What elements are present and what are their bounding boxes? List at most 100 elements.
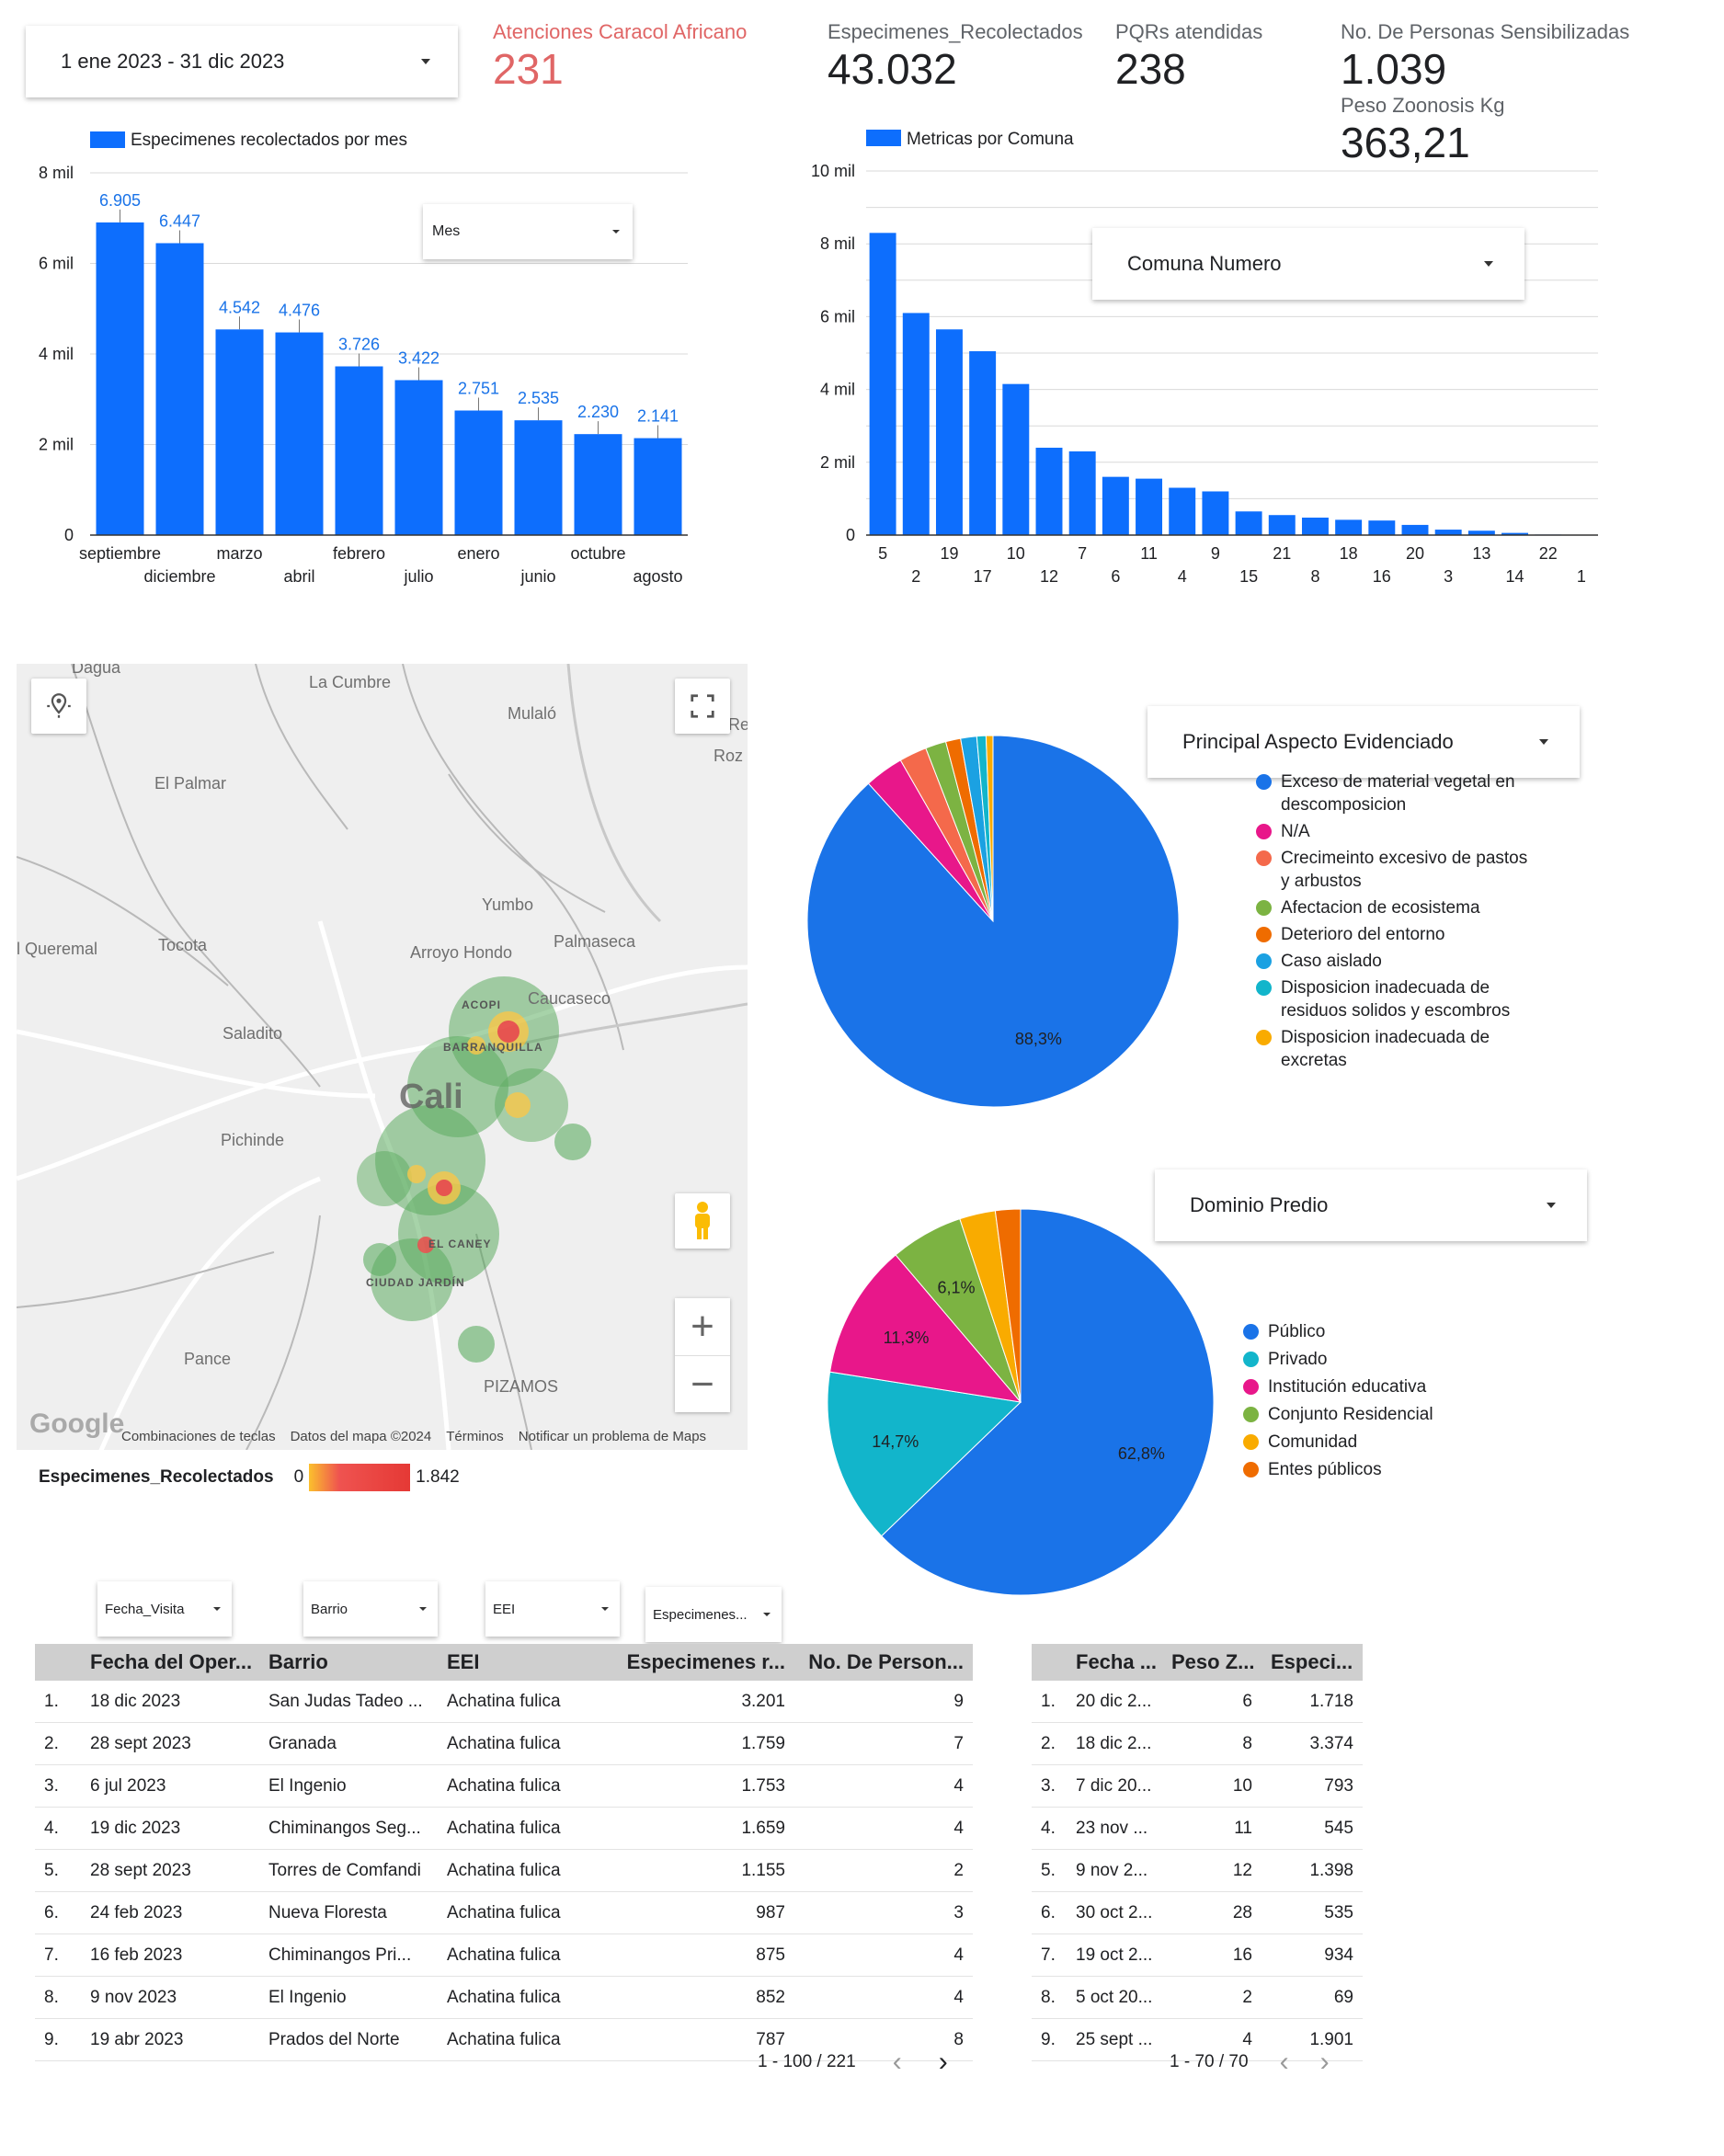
- table-row[interactable]: 8. 5 oct 20... 2 69: [1032, 1976, 1363, 2019]
- bar[interactable]: [1035, 447, 1063, 535]
- table-cell: San Judas Tadeo ...: [259, 1681, 438, 1723]
- table-row[interactable]: 9. 25 sept ... 4 1.901: [1032, 2018, 1363, 2061]
- zoom-out-button[interactable]: −: [691, 1361, 714, 1407]
- heatmap-map[interactable]: Dagua La Cumbre Mulaló El Palmar Yumbo P…: [17, 664, 748, 1450]
- bar[interactable]: [1268, 515, 1296, 535]
- legend-item[interactable]: Crecimeinto excesivo de pastos y arbusto…: [1256, 847, 1532, 893]
- column-header[interactable]: Barrio: [259, 1644, 438, 1681]
- table-row[interactable]: 6. 30 oct 2... 28 535: [1032, 1891, 1363, 1934]
- bar[interactable]: [1102, 476, 1129, 535]
- column-header[interactable]: Especimenes r...: [616, 1644, 794, 1681]
- pie-slice[interactable]: [829, 1254, 1022, 1403]
- next-page-icon[interactable]: ›: [938, 2047, 948, 2077]
- column-header[interactable]: Fecha del Oper...: [81, 1644, 259, 1681]
- bar[interactable]: [1202, 491, 1229, 535]
- kpi-value: 231: [493, 45, 564, 93]
- legend-item[interactable]: Caso aislado: [1256, 950, 1532, 973]
- next-page-icon[interactable]: ›: [1319, 2047, 1330, 2077]
- pie-slice[interactable]: [881, 1208, 1215, 1596]
- pie-slice[interactable]: [985, 735, 994, 922]
- table-row[interactable]: 6. 24 feb 2023 Nueva Floresta Achatina fuli…: [35, 1891, 973, 1934]
- zoom-in-button[interactable]: +: [675, 1298, 730, 1356]
- table-row[interactable]: 3. 6 jul 2023 El Ingenio Achatina fulica 1.7…: [35, 1764, 973, 1808]
- bar[interactable]: [335, 366, 383, 535]
- fullscreen-button[interactable]: [675, 679, 730, 734]
- bar[interactable]: [1136, 478, 1163, 535]
- bar[interactable]: [275, 332, 324, 535]
- bar[interactable]: [96, 222, 144, 535]
- bar[interactable]: [215, 329, 264, 535]
- legend-item[interactable]: Conjunto Residencial: [1243, 1403, 1433, 1426]
- bar[interactable]: [1501, 532, 1529, 535]
- terms-link[interactable]: Términos: [446, 1429, 504, 1444]
- bar[interactable]: [514, 420, 563, 535]
- column-header[interactable]: EEI: [438, 1644, 616, 1681]
- bar[interactable]: [1434, 530, 1462, 535]
- legend-item[interactable]: Deterioro del entorno: [1256, 923, 1532, 946]
- column-header[interactable]: Especi...: [1262, 1644, 1363, 1681]
- filter-fecha-visita[interactable]: Fecha_Visita: [97, 1581, 232, 1637]
- report-problem-link[interactable]: Notificar un problema de Maps: [518, 1429, 707, 1444]
- table-row[interactable]: 7. 16 feb 2023 Chiminangos Pri... Achatina …: [35, 1934, 973, 1977]
- bar[interactable]: [634, 438, 682, 535]
- prev-page-icon[interactable]: ‹: [892, 2047, 902, 2077]
- keyboard-shortcuts-link[interactable]: Combinaciones de teclas: [121, 1429, 276, 1444]
- table-row[interactable]: 4. 23 nov ... 11 545: [1032, 1807, 1363, 1850]
- bar[interactable]: [1368, 520, 1396, 535]
- bar[interactable]: [1467, 530, 1495, 535]
- table-row[interactable]: 4. 19 dic 2023 Chiminangos Seg... Achatina …: [35, 1807, 973, 1850]
- table-row[interactable]: 5. 28 sept 2023 Torres de Comfandi Achatina…: [35, 1849, 973, 1892]
- bar[interactable]: [574, 434, 622, 535]
- legend-label: Comunidad: [1268, 1432, 1358, 1452]
- legend-item[interactable]: Disposicion inadecuada de residuos solid…: [1256, 976, 1532, 1022]
- bar[interactable]: [155, 243, 204, 535]
- bar[interactable]: [1335, 519, 1363, 535]
- legend-item[interactable]: Privado: [1243, 1348, 1433, 1371]
- legend-item[interactable]: N/A: [1256, 820, 1532, 843]
- dominio-dropdown[interactable]: Dominio Predio: [1155, 1169, 1587, 1241]
- table-row[interactable]: 1. 20 dic 2... 6 1.718: [1032, 1681, 1363, 1723]
- legend-item[interactable]: Exceso de material vegetal en descomposi…: [1256, 770, 1532, 816]
- table-row[interactable]: 2. 28 sept 2023 Granada Achatina fulica 1.75…: [35, 1722, 973, 1765]
- bar[interactable]: [869, 233, 896, 535]
- pie-slice[interactable]: [827, 1371, 1022, 1537]
- filter-eei[interactable]: EEI: [485, 1581, 620, 1637]
- column-header[interactable]: Peso Z...: [1162, 1644, 1262, 1681]
- date-range-selector[interactable]: 1 ene 2023 - 31 dic 2023: [26, 26, 458, 97]
- table-row[interactable]: 2. 18 dic 2... 8 3.374: [1032, 1722, 1363, 1765]
- bar[interactable]: [1235, 511, 1262, 535]
- legend-item[interactable]: Disposicion inadecuada de excretas: [1256, 1026, 1532, 1072]
- comuna-dropdown[interactable]: Comuna Numero: [1092, 228, 1524, 300]
- table-row[interactable]: 7. 19 oct 2... 16 934: [1032, 1934, 1363, 1977]
- bar[interactable]: [969, 351, 997, 535]
- bar[interactable]: [1401, 524, 1429, 535]
- bar[interactable]: [935, 329, 963, 535]
- bar[interactable]: [1169, 487, 1196, 535]
- prev-page-icon[interactable]: ‹: [1279, 2047, 1289, 2077]
- table-row[interactable]: 9. 19 abr 2023 Prados del Norte Achatina fu…: [35, 2018, 973, 2061]
- mes-dropdown[interactable]: Mes: [423, 204, 633, 259]
- pie-slice[interactable]: [994, 1208, 1022, 1403]
- aspecto-dropdown[interactable]: Principal Aspecto Evidenciado: [1147, 706, 1580, 778]
- table-row[interactable]: 8. 9 nov 2023 El Ingenio Achatina fulica 852…: [35, 1976, 973, 2019]
- bar[interactable]: [394, 380, 443, 535]
- legend-item[interactable]: Comunidad: [1243, 1431, 1433, 1454]
- street-view-pegman[interactable]: [675, 1193, 730, 1249]
- column-header[interactable]: Fecha ...: [1067, 1644, 1162, 1681]
- legend-item[interactable]: Afectacion de ecosistema: [1256, 896, 1532, 919]
- column-header[interactable]: No. De Person...: [794, 1644, 973, 1681]
- legend-item[interactable]: Público: [1243, 1320, 1433, 1343]
- my-location-button[interactable]: [31, 679, 86, 734]
- filter-especimenes[interactable]: Especimenes...: [645, 1587, 782, 1642]
- legend-item[interactable]: Entes públicos: [1243, 1458, 1433, 1481]
- bar[interactable]: [454, 410, 503, 535]
- legend-item[interactable]: Institución educativa: [1243, 1375, 1433, 1398]
- table-row[interactable]: 5. 9 nov 2... 12 1.398: [1032, 1849, 1363, 1892]
- bar[interactable]: [1002, 383, 1030, 535]
- table-row[interactable]: 1. 18 dic 2023 San Judas Tadeo ... Achatina…: [35, 1681, 973, 1723]
- bar[interactable]: [902, 313, 930, 535]
- filter-barrio[interactable]: Barrio: [303, 1581, 438, 1637]
- table-row[interactable]: 3. 7 dic 20... 10 793: [1032, 1764, 1363, 1808]
- bar[interactable]: [1301, 517, 1329, 535]
- bar[interactable]: [1068, 451, 1096, 535]
